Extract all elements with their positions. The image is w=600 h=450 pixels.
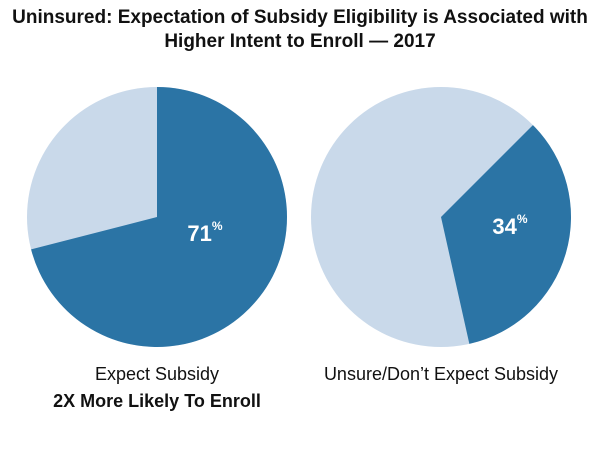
- chart-title: Uninsured: Expectation of Subsidy Eligib…: [12, 7, 588, 52]
- pie-label: Unsure/Don’t Expect Subsidy: [324, 364, 558, 384]
- data-label: 71%: [187, 219, 222, 246]
- pie-note: 2X More Likely To Enroll: [53, 391, 261, 411]
- pie-label: Expect Subsidy: [95, 364, 219, 384]
- data-label: 34%: [492, 212, 527, 239]
- pie-slice: [31, 87, 288, 347]
- pie-slice: [441, 125, 571, 344]
